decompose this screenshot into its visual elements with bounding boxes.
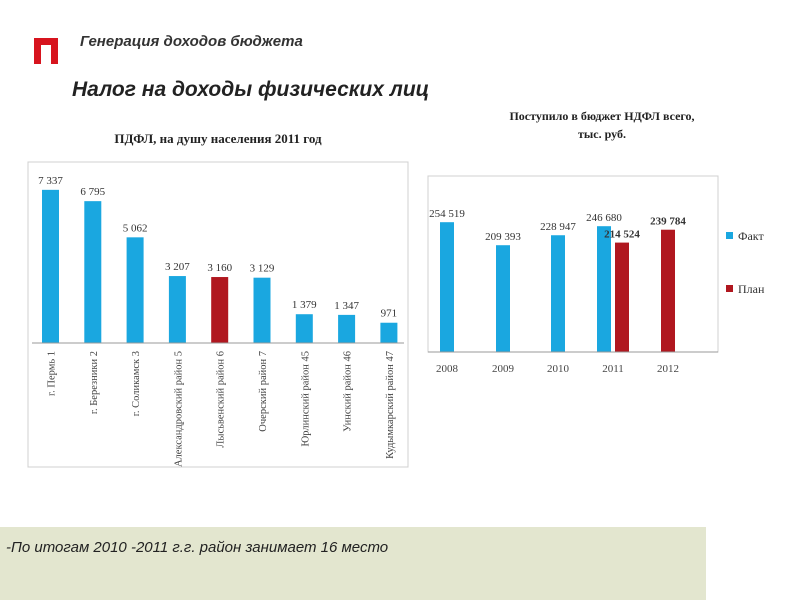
- chart2-year-label: 2008: [436, 363, 459, 375]
- legend-swatch: [726, 232, 733, 239]
- chart1-data-label: 1 347: [334, 300, 359, 312]
- chart1-category-label: Юрлинский район 45: [300, 351, 311, 447]
- chart1-bar: [380, 322, 398, 343]
- chart1-category-label: г. Пермь 1: [47, 351, 58, 396]
- chart1-bar: [126, 237, 144, 343]
- chart1-title: ПДФЛ, на душу населения 2011 год: [114, 131, 322, 146]
- legend-swatch: [726, 285, 733, 292]
- chart2-plan-bar-label: 239 784: [650, 216, 686, 228]
- chart2-fact-bar: [551, 235, 565, 352]
- chart2-fact-bar: [440, 222, 454, 352]
- chart1-data-label: 971: [381, 308, 398, 320]
- summary-panel: -По итогам 2010 -2011 г.г. район занимае…: [0, 527, 706, 600]
- chart1-data-label: 7 337: [38, 175, 63, 187]
- chart1-category-label: Уинский район 46: [343, 351, 354, 432]
- chart2-fact-bar: [496, 245, 510, 352]
- page-title: Налог на доходы физических лиц: [72, 78, 430, 101]
- chart2-title-line2: тыс. руб.: [578, 127, 626, 141]
- chart1-data-label: 3 160: [207, 262, 232, 274]
- chart2-plan-bar-label: 214 524: [604, 229, 640, 241]
- ndfl-budget-income-chart: Поступило в бюджет НДФЛ всего, тыс. руб.…: [427, 109, 765, 375]
- chart2-fact-bar: [597, 226, 611, 352]
- chart2-year-label: 2010: [547, 363, 570, 375]
- chart2-title-line1: Поступило в бюджет НДФЛ всего,: [509, 109, 694, 123]
- chart1-bar: [295, 314, 313, 343]
- section-subtitle: Генерация доходов бюджета: [80, 33, 303, 50]
- chart1-category-label: Александровский район 5: [173, 351, 184, 467]
- summary-text: -По итогам 2010 -2011 г.г. район занимае…: [6, 539, 389, 556]
- chart2-fact-bar-label: 209 393: [485, 231, 521, 243]
- chart1-data-label: 3 129: [250, 263, 275, 275]
- legend-label: Факт: [738, 229, 764, 243]
- chart1-category-label: г. Соликамск 3: [131, 351, 142, 416]
- chart1-bar: [253, 277, 271, 343]
- legend-label: План: [738, 282, 765, 296]
- chart1-plot-frame: [27, 161, 409, 468]
- chart1-data-label: 3 207: [165, 261, 190, 273]
- chart1-category-label: Лысьвенский район 6: [216, 351, 227, 448]
- chart1-bar: [42, 189, 59, 343]
- chart2-plan-bar: [661, 229, 675, 352]
- pdfl-per-capita-chart: ПДФЛ, на душу населения 2011 год 7 337 г.…: [27, 131, 409, 468]
- chart1-data-label: 6 795: [80, 186, 105, 198]
- chart1-bar: [168, 276, 186, 343]
- chart2-fact-bar-label: 246 680: [586, 212, 622, 224]
- chart1-bar: [84, 201, 102, 343]
- chart1-category-label: Кудымкарский район 47: [385, 351, 396, 459]
- chart2-year-label: 2011: [602, 363, 624, 375]
- chart1-category-label: Очерский район 7: [258, 351, 269, 432]
- chart2-plan-bar: [615, 242, 629, 352]
- chart1-bar: [338, 314, 356, 343]
- chart1-data-label: 5 062: [123, 222, 148, 234]
- chart2-fact-bar-label: 254 519: [429, 208, 465, 220]
- chart2-fact-bar-label: 228 947: [540, 221, 576, 233]
- chart1-bar: [211, 277, 229, 343]
- chart2-year-label: 2012: [657, 363, 679, 375]
- chart2-year-label: 2009: [492, 363, 515, 375]
- red-pi-logo-icon: [34, 38, 58, 64]
- chart1-data-label: 1 379: [292, 299, 317, 311]
- chart1-category-label: г. Березники 2: [89, 351, 100, 414]
